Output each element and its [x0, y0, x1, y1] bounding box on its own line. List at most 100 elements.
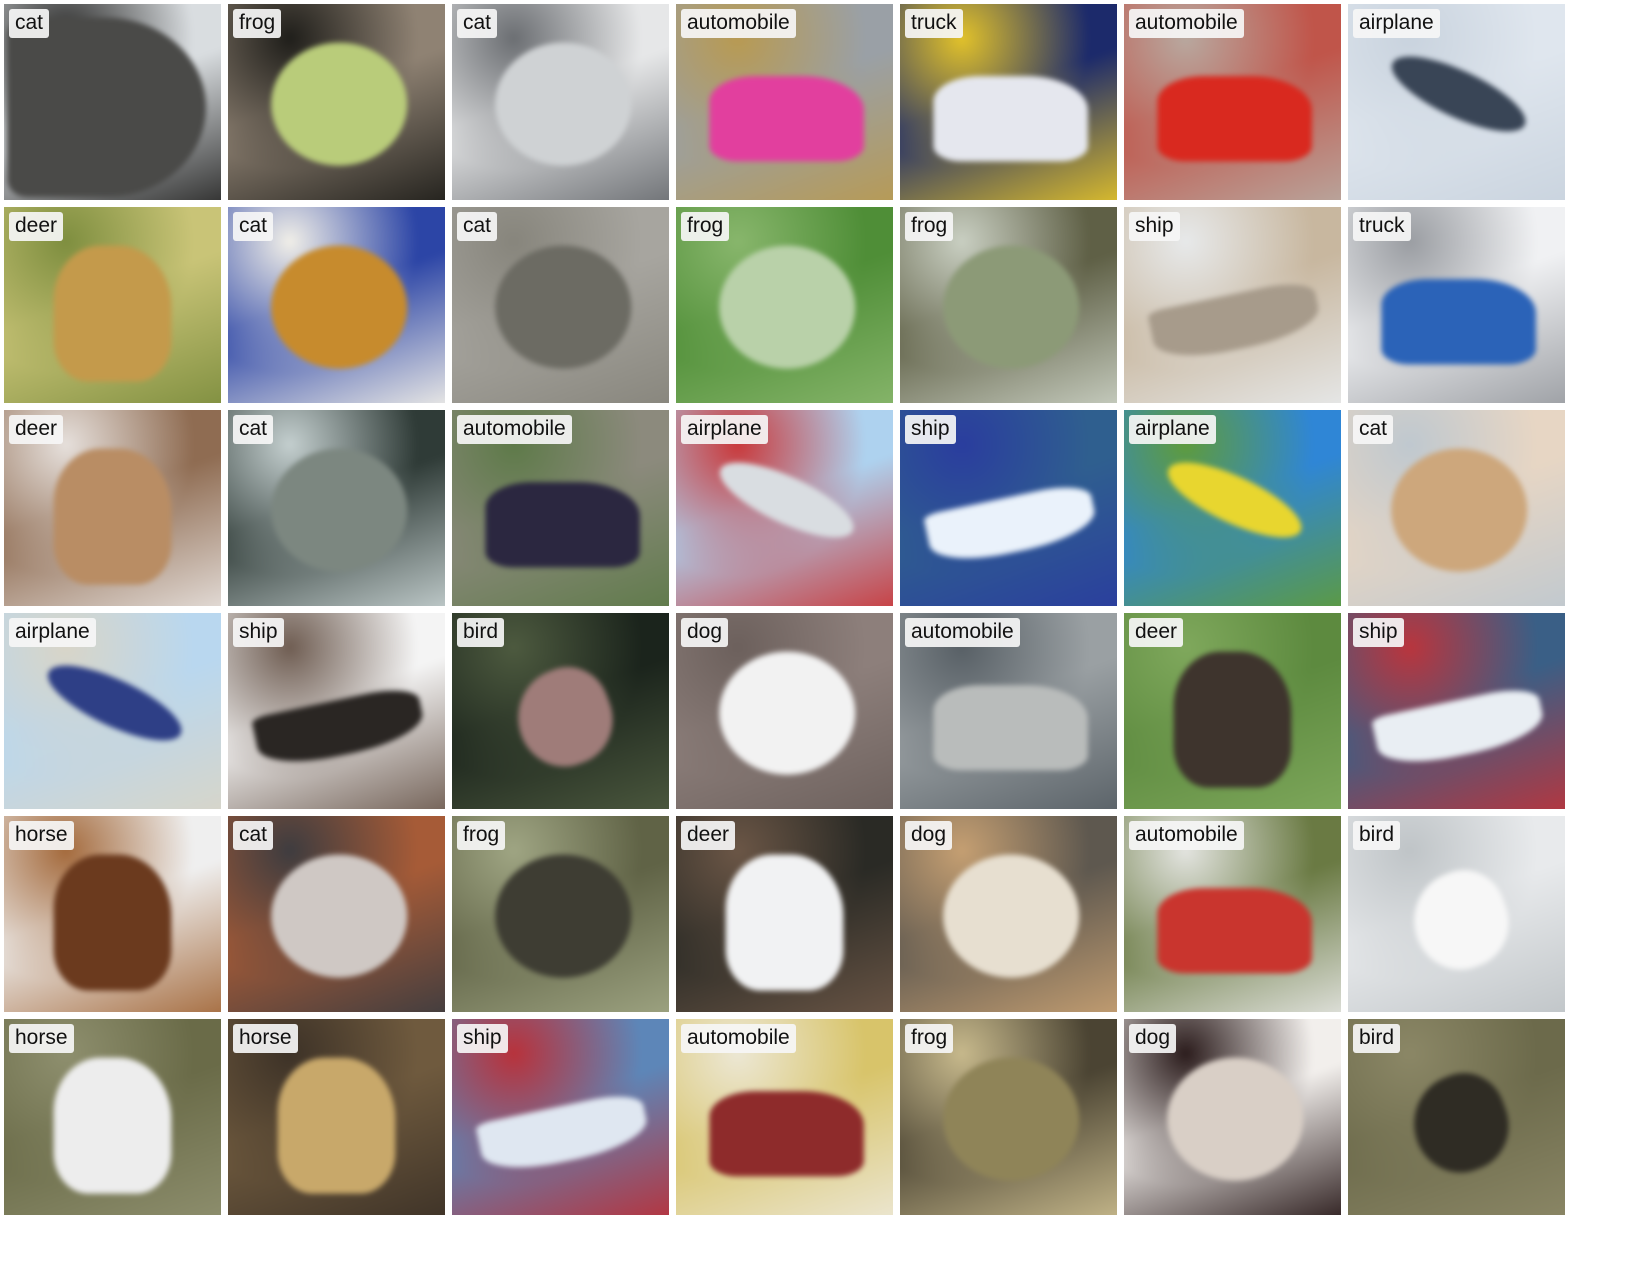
class-label: airplane	[1353, 9, 1440, 38]
subject-shape	[474, 1089, 652, 1179]
class-label: ship	[1129, 212, 1180, 241]
image-tile: deer	[1124, 613, 1341, 809]
class-label: frog	[905, 212, 954, 241]
class-label: automobile	[681, 9, 796, 38]
subject-shape	[718, 651, 855, 775]
subject-shape	[277, 1057, 396, 1194]
thumbnail-image	[676, 816, 893, 1012]
class-label: dog	[905, 821, 953, 850]
image-tile: cat	[4, 4, 221, 200]
class-label: deer	[9, 415, 64, 444]
subject-shape	[1173, 651, 1292, 788]
image-tile: dog	[900, 816, 1117, 1012]
image-tile: bird	[1348, 1019, 1565, 1215]
subject-shape	[1370, 683, 1548, 773]
class-label: horse	[9, 821, 74, 850]
class-label: frog	[905, 1024, 954, 1053]
image-tile: deer	[4, 410, 221, 606]
class-label: ship	[905, 415, 956, 444]
image-tile: dog	[676, 613, 893, 809]
image-tile: ship	[900, 410, 1117, 606]
class-label: cat	[233, 212, 274, 241]
subject-shape	[1159, 447, 1311, 552]
class-label: cat	[233, 415, 274, 444]
image-tile: cat	[1348, 410, 1565, 606]
class-label: deer	[681, 821, 736, 850]
image-tile: cat	[228, 816, 445, 1012]
image-grid: cat frog cat automobile truck automobile airpl…	[4, 4, 1626, 1266]
subject-shape	[709, 76, 865, 162]
image-tile: deer	[4, 207, 221, 403]
image-tile: bird	[1348, 816, 1565, 1012]
thumbnail-image	[4, 4, 221, 200]
subject-shape	[709, 1091, 865, 1177]
class-label: truck	[1353, 212, 1411, 241]
image-tile: frog	[676, 207, 893, 403]
class-label: cat	[457, 9, 498, 38]
class-label: dog	[681, 618, 729, 647]
class-label: cat	[457, 212, 498, 241]
subject-shape	[1400, 858, 1522, 983]
image-tile: frog	[452, 816, 669, 1012]
image-tile: ship	[1124, 207, 1341, 403]
image-tile: bird	[452, 613, 669, 809]
image-tile: ship	[452, 1019, 669, 1215]
subject-shape	[933, 76, 1089, 162]
class-label: airplane	[9, 618, 96, 647]
subject-shape	[1166, 1057, 1303, 1181]
image-tile: airplane	[1124, 410, 1341, 606]
subject-shape	[725, 854, 844, 991]
class-label: bird	[1353, 821, 1401, 850]
image-tile: automobile	[676, 1019, 893, 1215]
image-tile: cat	[228, 410, 445, 606]
subject-shape	[504, 655, 626, 780]
class-label: bird	[457, 618, 505, 647]
subject-shape	[942, 854, 1079, 978]
subject-shape	[270, 854, 407, 978]
class-label: frog	[681, 212, 730, 241]
class-label: frog	[457, 821, 506, 850]
class-label: horse	[233, 1024, 298, 1053]
subject-shape	[1157, 76, 1313, 162]
class-label: cat	[9, 9, 50, 38]
thumbnail-image	[1348, 410, 1565, 606]
class-label: airplane	[681, 415, 768, 444]
subject-shape	[1146, 277, 1324, 367]
image-tile: airplane	[676, 410, 893, 606]
subject-shape	[1157, 888, 1313, 974]
class-label: deer	[9, 212, 64, 241]
image-tile: horse	[4, 816, 221, 1012]
subject-shape	[53, 245, 172, 382]
subject-shape	[942, 1057, 1079, 1181]
subject-shape	[270, 245, 407, 369]
image-tile: automobile	[676, 4, 893, 200]
subject-shape	[942, 245, 1079, 369]
image-tile: frog	[900, 1019, 1117, 1215]
class-label: automobile	[681, 1024, 796, 1053]
image-tile: horse	[4, 1019, 221, 1215]
subject-shape	[53, 1057, 172, 1194]
class-label: bird	[1353, 1024, 1401, 1053]
subject-shape	[1390, 448, 1527, 572]
class-label: automobile	[905, 618, 1020, 647]
subject-shape	[1381, 279, 1537, 365]
subject-shape	[53, 448, 172, 585]
image-tile: frog	[228, 4, 445, 200]
subject-shape	[711, 447, 863, 552]
subject-shape	[718, 245, 855, 369]
image-tile: deer	[676, 816, 893, 1012]
class-label: frog	[233, 9, 282, 38]
image-tile: horse	[228, 1019, 445, 1215]
image-tile: truck	[1348, 207, 1565, 403]
class-label: truck	[905, 9, 963, 38]
class-label: automobile	[457, 415, 572, 444]
subject-shape	[494, 245, 631, 369]
image-tile: frog	[900, 207, 1117, 403]
image-tile: automobile	[1124, 4, 1341, 200]
subject-shape	[933, 685, 1089, 771]
class-label: ship	[1353, 618, 1404, 647]
class-label: deer	[1129, 618, 1184, 647]
subject-shape	[270, 42, 407, 166]
image-tile: automobile	[900, 613, 1117, 809]
subject-shape	[39, 650, 191, 755]
